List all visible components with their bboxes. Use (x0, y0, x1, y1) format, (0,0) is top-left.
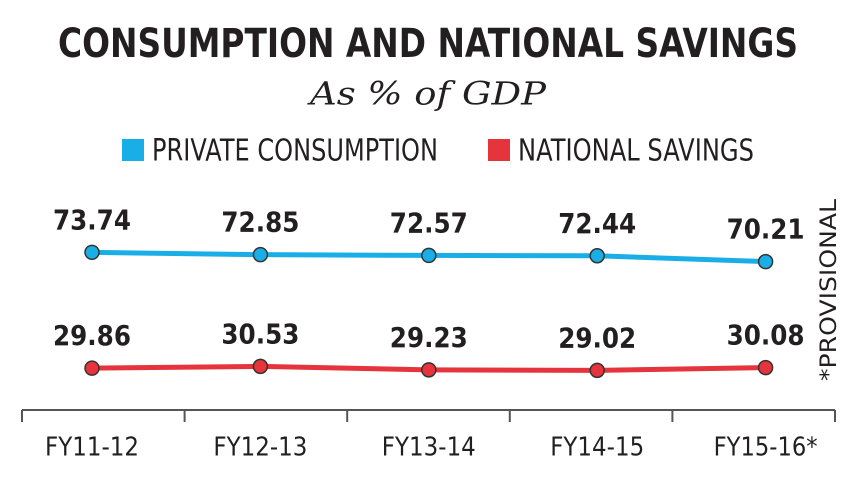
data-label: 72.44 (558, 207, 636, 240)
legend-swatch (488, 139, 510, 161)
point (421, 247, 437, 264)
point (84, 244, 100, 261)
point (589, 362, 605, 379)
data-label: 72.57 (390, 206, 468, 239)
point (421, 362, 437, 378)
point (252, 246, 269, 263)
x-tick-label: FY15-16* (714, 433, 818, 463)
x-tick-label: FY14-15 (550, 433, 644, 463)
legend-label: NATIONAL SAVINGS (518, 134, 754, 169)
data-label: 73.74 (53, 203, 131, 236)
footnote: *PROVISIONAL (817, 198, 842, 381)
point (84, 360, 100, 376)
legend-swatch (122, 139, 144, 161)
data-label: 30.53 (221, 317, 299, 350)
x-tick-label: FY12-13 (213, 433, 307, 463)
data-label: 30.08 (727, 319, 805, 352)
point (589, 248, 605, 264)
data-label: 29.86 (53, 319, 131, 352)
data-label: 72.85 (221, 206, 299, 239)
point (252, 358, 269, 375)
legend-label: PRIVATE CONSUMPTION (152, 134, 438, 169)
point (757, 359, 774, 376)
point (757, 253, 774, 270)
x-tick-label: FY13-14 (382, 433, 476, 463)
data-label: 29.02 (558, 321, 636, 354)
data-label: 70.21 (727, 213, 805, 246)
chart-title: CONSUMPTION AND NATIONAL SAVINGS (58, 21, 798, 67)
chart-subtitle: As % of GDP (307, 75, 547, 113)
data-label: 29.23 (390, 321, 468, 354)
x-tick-label: FY11-12 (45, 433, 139, 463)
